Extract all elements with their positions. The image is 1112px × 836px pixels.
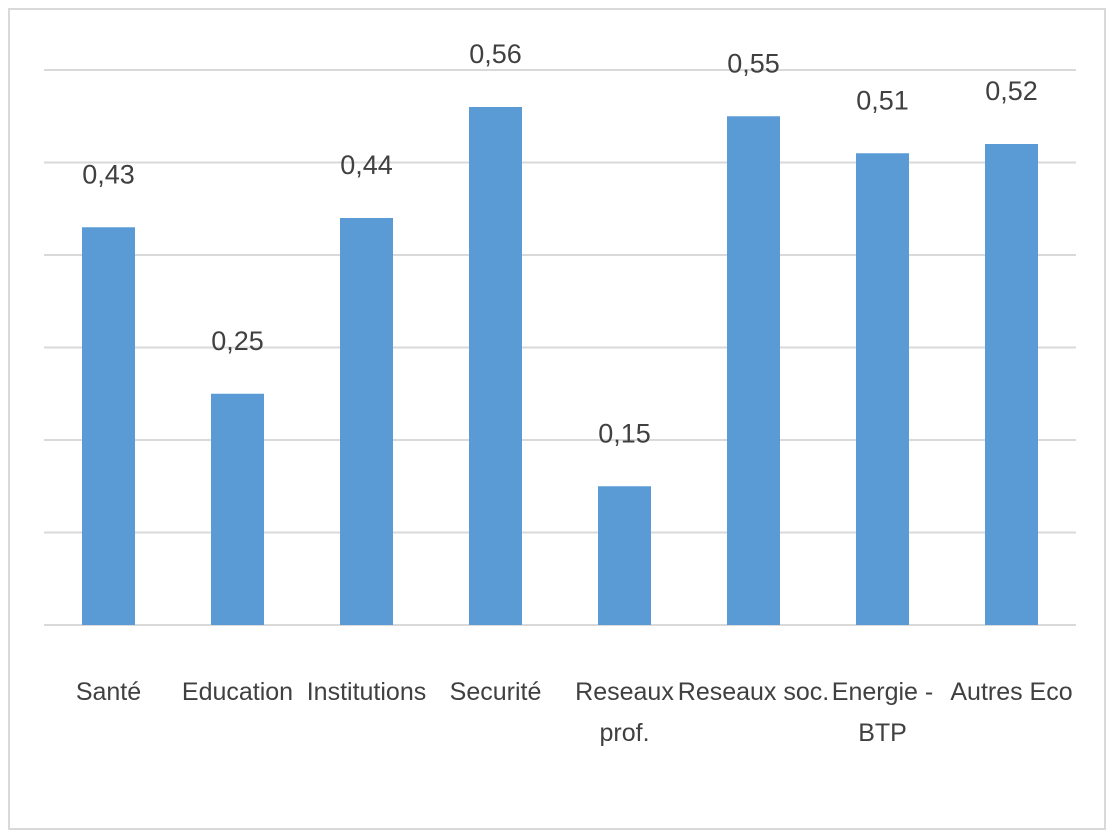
x-tick-label: Santé <box>76 678 141 706</box>
x-tick-label: Education <box>182 678 293 706</box>
data-label: 0,52 <box>985 76 1038 106</box>
data-label: 0,25 <box>211 326 264 356</box>
x-tick-label: Institutions <box>307 678 427 706</box>
bar <box>598 486 651 625</box>
data-label: 0,55 <box>727 48 780 78</box>
data-label: 0,15 <box>598 418 651 448</box>
x-tick-label: Reseaux prof. <box>575 678 674 747</box>
chart-frame <box>8 8 1106 830</box>
data-label: 0,56 <box>469 39 522 69</box>
x-tick-label: Energie -BTP <box>832 678 933 747</box>
bar <box>340 218 393 625</box>
x-tick-label: Securité <box>450 678 542 706</box>
data-label: 0,44 <box>340 150 393 180</box>
bar <box>985 144 1038 625</box>
data-labels: 0,43 0,25 0,44 0,56 0,15 0,55 0,51 0,52 <box>82 39 1038 448</box>
bar <box>211 393 264 625</box>
x-tick-label: Reseaux soc. <box>678 678 829 706</box>
data-label: 0,43 <box>82 159 135 189</box>
category-labels: Santé Education Institutions Securité Reseau… <box>76 678 1073 747</box>
data-label: 0,51 <box>856 85 909 115</box>
bar <box>856 153 909 625</box>
gridlines <box>44 69 1076 626</box>
bar <box>727 116 780 625</box>
bars <box>82 107 1038 625</box>
bar <box>469 107 522 625</box>
x-tick-label: Autres Eco <box>950 678 1072 706</box>
bar <box>82 227 135 625</box>
